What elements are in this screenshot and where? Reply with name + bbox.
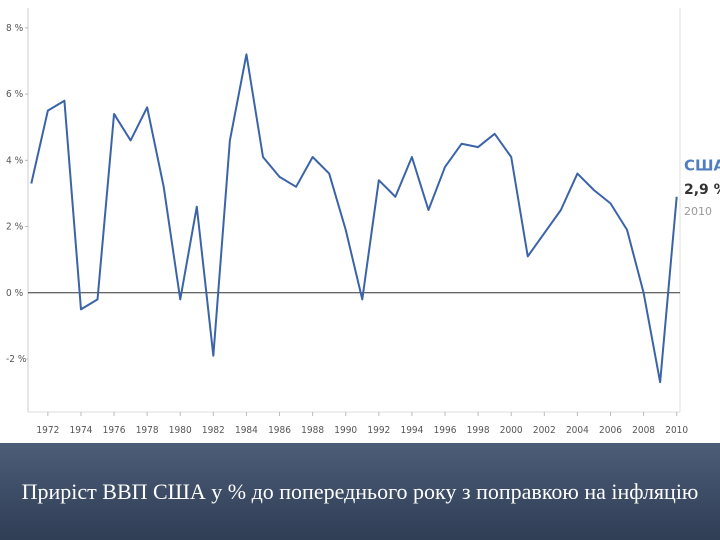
data-line [30,53,678,384]
x-tick-label: 1976 [103,425,126,436]
y-tick-label: 4 % [6,155,24,166]
x-tick-label: 1994 [400,425,423,436]
x-tick-label: 1972 [36,425,59,436]
x-tick-label: 1978 [136,425,159,436]
x-tick-label: 1988 [301,425,324,436]
y-tick-label: -2 % [6,354,27,365]
y-tick-label: 8 % [6,23,24,34]
x-tick-label: 2002 [533,425,556,436]
x-tick-label: 2010 [665,425,688,436]
y-tick-label: 6 % [6,89,24,100]
x-tick-label: 1986 [268,425,291,436]
x-tick-label: 1990 [334,425,357,436]
x-tick-label: 2004 [566,425,589,436]
y-tick-label: 0 % [6,288,24,299]
x-tick-label: 1992 [367,425,390,436]
x-tick-label: 1984 [235,425,258,436]
x-tick-label: 1982 [202,425,225,436]
annotation-year: 2010 [684,205,712,218]
annotation-value: 2,9 % [684,182,720,198]
chart: США 2,9 % 2010 8 % 6 % 4 % 2 % 0 % -2 % 1972 19… [6,8,720,436]
x-tick-label: 1998 [467,425,490,436]
x-tick-label: 1996 [434,425,457,436]
x-tick-label: 2006 [599,425,622,436]
x-tick-label: 2008 [632,425,655,436]
x-tick-label: 2000 [500,425,523,436]
y-tick-label: 2 % [6,222,24,233]
legend-name: США [684,157,720,175]
x-tick-label: 1980 [169,425,192,436]
x-tick-label: 1974 [70,425,93,436]
caption: Приріст ВВП США у % до попереднього року… [0,443,720,540]
